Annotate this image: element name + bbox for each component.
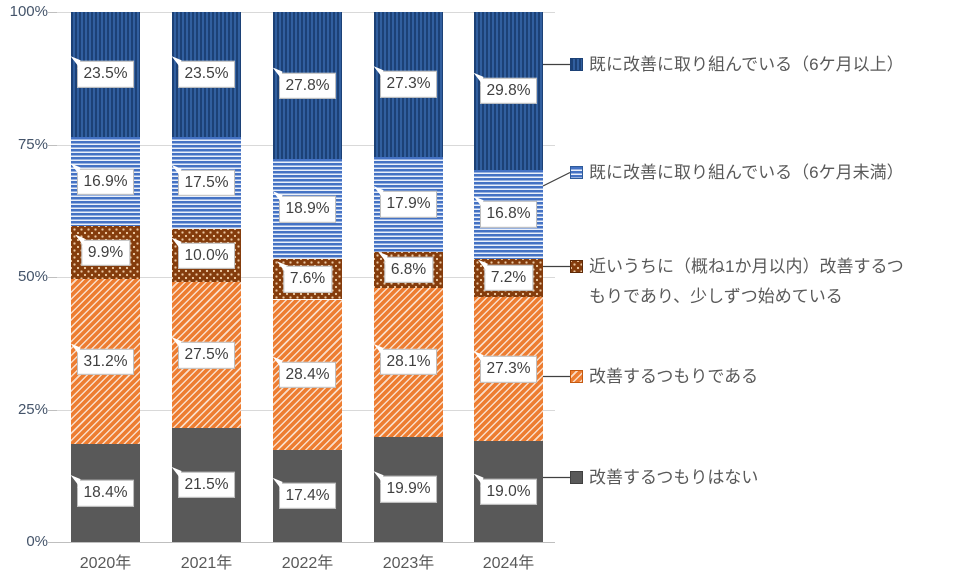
legend-label-line: 既に改善に取り組んでいる（6ケ月未満） <box>589 163 904 182</box>
y-axis-tick-label: 25% <box>17 400 48 418</box>
legend-label: 既に改善に取り組んでいる（6ケ月未満） <box>589 158 962 188</box>
legend-item: 改善するつもりはない <box>570 463 962 493</box>
data-label-callout: 27.5% <box>177 341 236 369</box>
data-label-callout: 23.5% <box>177 61 236 88</box>
data-label-callout: 18.4% <box>76 480 135 507</box>
legend-label: 近いうちに（概ね1か月以内）改善するつ もりであり、少しずつ始めている <box>589 252 962 312</box>
x-axis-category-label: 2024年 <box>482 555 535 572</box>
y-axis-tick-mark <box>48 277 57 278</box>
y-axis-tick-label: 100% <box>9 3 48 20</box>
data-label-callout: 7.6% <box>282 266 333 293</box>
data-label-callout: 19.9% <box>379 476 438 503</box>
legend-leader-line <box>542 171 571 187</box>
legend-item: 改善するつもりである <box>570 362 962 392</box>
data-label-callout: 28.4% <box>278 361 337 388</box>
legend-item: 近いうちに（概ね1か月以内）改善するつ もりであり、少しずつ始めている <box>570 252 962 312</box>
legend-item: 既に改善に取り組んでいる（6ケ月未満） <box>570 158 962 188</box>
data-label-callout: 27.8% <box>278 72 337 99</box>
data-label-callout: 17.4% <box>278 482 337 510</box>
data-label-callout: 19.0% <box>479 478 538 505</box>
data-label-callout: 17.5% <box>177 169 236 197</box>
legend-swatch <box>570 260 583 273</box>
x-axis-category-label: 2021年 <box>180 555 233 572</box>
legend-label-line: 改善するつもりである <box>589 367 759 386</box>
legend-swatch <box>570 471 583 484</box>
y-axis-tick-mark <box>48 144 57 146</box>
legend-swatch <box>570 58 583 71</box>
y-axis-tick-label: 50% <box>17 268 48 285</box>
legend-label-line: 改善するつもりはない <box>589 468 759 487</box>
data-label-callout: 9.9% <box>80 239 131 266</box>
data-label-callout: 16.8% <box>479 201 538 228</box>
y-axis-tick-mark <box>48 12 57 13</box>
data-label-callout: 28.1% <box>379 348 438 376</box>
x-axis-category-label: 2023年 <box>382 555 435 572</box>
data-label-callout: 10.0% <box>177 242 236 269</box>
legend-swatch <box>570 370 583 383</box>
x-axis-line <box>57 542 555 543</box>
legend-label-line: 既に改善に取り組んでいる（6ケ月以上） <box>589 55 904 74</box>
legend-label: 改善するつもりはない <box>589 463 962 493</box>
data-label-callout: 6.8% <box>383 256 434 283</box>
y-axis-tick-mark <box>48 409 57 411</box>
data-label-callout: 7.2% <box>483 264 534 291</box>
x-axis-category-label: 2022年 <box>281 555 334 572</box>
legend-label-line: 近いうちに（概ね1か月以内）改善するつ <box>589 257 904 276</box>
data-label-callout: 27.3% <box>379 71 438 98</box>
data-label-callout: 29.8% <box>479 77 538 105</box>
data-label-callout: 18.9% <box>278 196 337 223</box>
x-axis-category-label: 2020年 <box>79 555 132 572</box>
legend-item: 既に改善に取り組んでいる（6ケ月以上） <box>570 50 962 80</box>
y-axis-tick-label: 0% <box>26 533 48 550</box>
data-label-callout: 17.9% <box>379 190 438 218</box>
legend-label: 既に改善に取り組んでいる（6ケ月以上） <box>589 50 962 80</box>
legend-label: 改善するつもりである <box>589 362 962 392</box>
data-label-callout: 23.5% <box>76 61 135 88</box>
legend-swatch <box>570 166 583 179</box>
data-label-callout: 31.2% <box>76 348 135 375</box>
legend-label-line: もりであり、少しずつ始めている <box>589 287 843 306</box>
data-label-callout: 16.9% <box>76 168 135 195</box>
data-label-callout: 21.5% <box>177 471 236 499</box>
y-axis-tick-mark <box>48 542 57 543</box>
y-axis-tick-label: 75% <box>17 135 48 153</box>
data-label-callout: 27.3% <box>479 355 538 383</box>
